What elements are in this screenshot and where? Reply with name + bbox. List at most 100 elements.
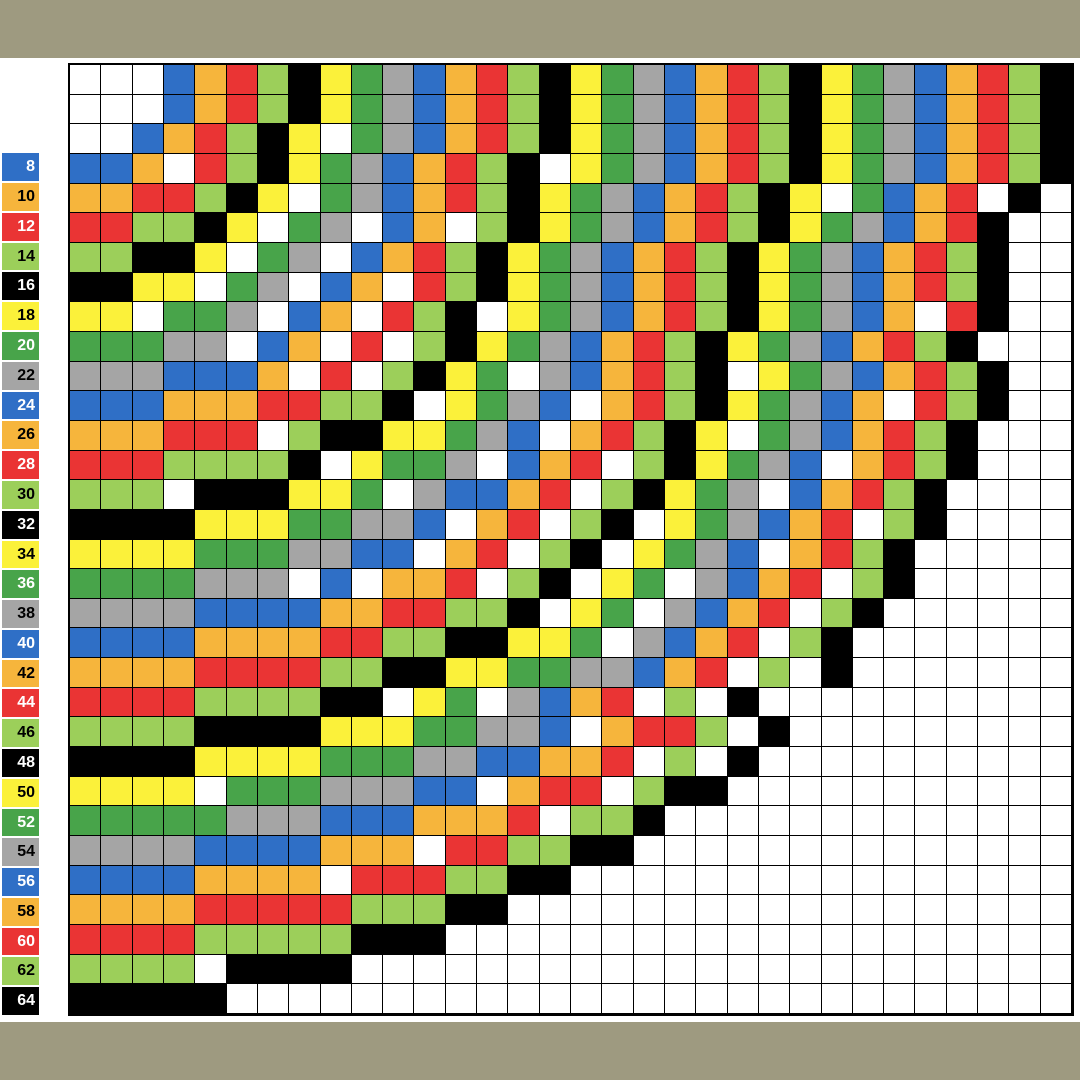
grid-cell (790, 183, 822, 214)
grid-cell (884, 391, 916, 421)
grid-cell (758, 954, 791, 985)
grid-cell (195, 65, 227, 95)
grid-cell (539, 836, 571, 866)
grid-cell (884, 925, 916, 955)
grid-cell (477, 598, 509, 629)
grid-cell (1040, 331, 1072, 362)
grid-cell (70, 747, 102, 777)
grid-cell (163, 747, 196, 777)
grid-cell (696, 420, 728, 451)
grid-cell (633, 450, 665, 481)
grid-cell (758, 153, 791, 184)
grid-cell (477, 539, 509, 570)
grid-cell (852, 94, 885, 125)
grid-cell (70, 242, 102, 273)
grid-cell (101, 124, 133, 154)
grid-cell (445, 65, 478, 95)
grid-cell (758, 242, 791, 273)
grid-cell (70, 391, 102, 421)
grid-cell (132, 865, 164, 896)
grid-cell (445, 420, 478, 451)
grid-cell (257, 776, 290, 807)
grid-cell (226, 183, 258, 214)
grid-cell (351, 836, 384, 866)
row-label: 48 (2, 748, 39, 777)
grid-cell (790, 242, 822, 273)
grid-cell (1009, 124, 1041, 154)
grid-cell (790, 94, 822, 125)
grid-cell (101, 361, 133, 392)
grid-cell (852, 213, 885, 243)
grid-cell (70, 213, 102, 243)
grid-cell (226, 895, 258, 926)
grid-cell (978, 747, 1010, 777)
grid-cell (915, 776, 947, 807)
grid-cell (915, 865, 947, 896)
grid-cell (508, 984, 540, 1014)
grid-cell (852, 836, 885, 866)
grid-cell (664, 836, 697, 866)
grid-cell (289, 865, 321, 896)
grid-cell (696, 598, 728, 629)
grid-cell (477, 509, 509, 540)
grid-cell (727, 450, 759, 481)
grid-cell (445, 717, 478, 748)
grid-cell (163, 361, 196, 392)
grid-cell (821, 391, 853, 421)
grid-cell (664, 65, 697, 95)
grid-cell (1009, 806, 1041, 837)
grid-cell (696, 687, 728, 718)
grid-cell (539, 480, 571, 510)
grid-cell (101, 717, 133, 748)
grid-cell (477, 954, 509, 985)
grid-cell (571, 717, 603, 748)
grid-cell (414, 302, 446, 332)
grid-cell (602, 747, 634, 777)
grid-cell (571, 331, 603, 362)
grid-cell (70, 806, 102, 837)
grid-cell (727, 242, 759, 273)
grid-cell (946, 658, 979, 688)
grid-cell (257, 836, 290, 866)
grid-cell (852, 806, 885, 837)
grid-cell (978, 331, 1010, 362)
grid-cell (852, 984, 885, 1014)
grid-cell (320, 272, 352, 303)
grid-cell (727, 124, 759, 154)
grid-cell (884, 509, 916, 540)
grid-cell (1040, 776, 1072, 807)
grid-cell (978, 450, 1010, 481)
grid-cell (664, 272, 697, 303)
grid-cell (915, 391, 947, 421)
grid-cell (1040, 717, 1072, 748)
grid-cell (101, 420, 133, 451)
grid-cell (477, 865, 509, 896)
grid-cell (664, 954, 697, 985)
grid-cell (978, 984, 1010, 1014)
grid-cell (257, 213, 290, 243)
grid-cell (320, 954, 352, 985)
grid-cell (633, 480, 665, 510)
grid-cell (821, 776, 853, 807)
grid-cell (132, 569, 164, 599)
grid-cell (571, 925, 603, 955)
grid-cell (383, 984, 415, 1014)
grid-cell (539, 954, 571, 985)
grid-cell (633, 331, 665, 362)
grid-cell (1009, 865, 1041, 896)
grid-cell (978, 954, 1010, 985)
grid-cell (884, 984, 916, 1014)
grid-cell (633, 925, 665, 955)
grid-cell (978, 687, 1010, 718)
grid-cell (257, 509, 290, 540)
grid-cell (821, 331, 853, 362)
grid-cell (1009, 94, 1041, 125)
grid-cell (664, 717, 697, 748)
grid-cell (696, 925, 728, 955)
grid-cell (383, 747, 415, 777)
grid-cell (884, 687, 916, 718)
grid-cell (477, 124, 509, 154)
grid-cell (414, 984, 446, 1014)
grid-cell (1009, 242, 1041, 273)
grid-cell (414, 124, 446, 154)
